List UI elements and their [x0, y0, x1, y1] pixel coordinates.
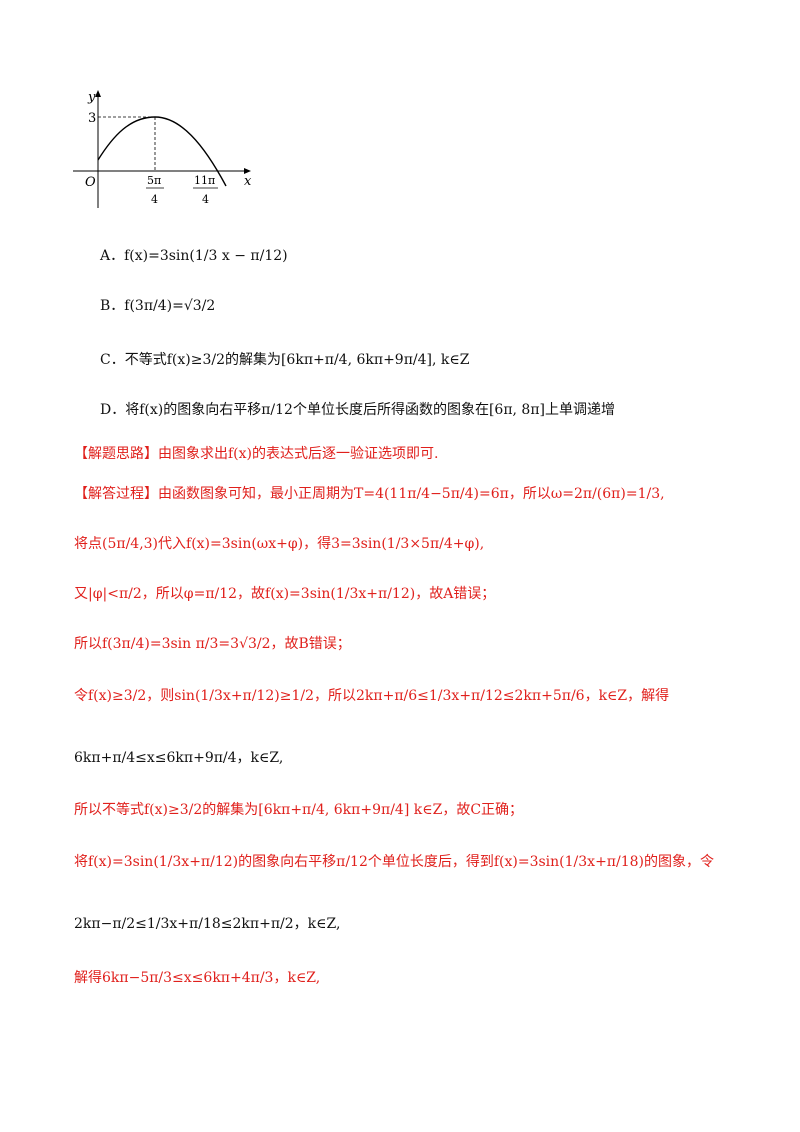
- solution-step-1: 【解答过程】由函数图象可知，最小正周期为T=4(11π/4−5π/4)=6π，所…: [74, 486, 665, 502]
- solution-step-5: 令f(x)≥3/2，则sin(1/3x+π/12)≥1/2，所以2kπ+π/6≤…: [74, 688, 670, 704]
- x-axis-arrow: [244, 168, 251, 174]
- option-d: D．将f(x)的图象向右平移π/12个单位长度后所得函数的图象在[6π, 8π]…: [100, 402, 615, 418]
- svg-text:5π: 5π: [147, 174, 161, 187]
- origin-label: O: [85, 175, 96, 190]
- y-tick-label: 3: [88, 111, 96, 126]
- solution-step-3: 又|φ|<π/2，所以φ=π/12，故f(x)=3sin(1/3x+π/12)，…: [74, 586, 496, 602]
- solution-step-2: 将点(5π/4,3)代入f(x)=3sin(ωx+φ)，得3=3sin(1/3×…: [74, 536, 485, 552]
- svg-text:4: 4: [202, 193, 209, 206]
- solution-idea: 【解题思路】由图象求出f(x)的表达式后逐一验证选项即可.: [74, 446, 439, 462]
- x-tick-2: 11π 4: [193, 174, 218, 206]
- x-axis-label: x: [244, 174, 252, 189]
- solution-step-10: 解得6kπ−5π/3≤x≤6kπ+4π/3，k∈Z,: [74, 970, 321, 986]
- option-c: C．不等式f(x)≥3/2的解集为[6kπ+π/4, 6kπ+9π/4], k∈…: [100, 352, 470, 368]
- option-b: B．f(3π/4)=√3/2: [100, 298, 216, 314]
- solution-step-8: 将f(x)=3sin(1/3x+π/12)的图象向右平移π/12个单位长度后，得…: [74, 854, 714, 870]
- sine-curve: [97, 116, 227, 187]
- sine-graph: y x O 3 5π 4 11π 4: [73, 90, 252, 208]
- y-axis-label: y: [87, 90, 96, 105]
- solution-step-7: 所以不等式f(x)≥3/2的解集为[6kπ+π/4, 6kπ+9π/4] k∈Z…: [74, 802, 524, 818]
- x-tick-1: 5π 4: [146, 174, 164, 206]
- solution-step-6: 6kπ+π/4≤x≤6kπ+9π/4，k∈Z,: [74, 750, 284, 766]
- y-axis-arrow: [95, 90, 101, 97]
- solution-step-9: 2kπ−π/2≤1/3x+π/18≤2kπ+π/2，k∈Z,: [74, 916, 341, 932]
- svg-text:4: 4: [151, 193, 158, 206]
- svg-text:11π: 11π: [194, 174, 215, 187]
- solution-step-4: 所以f(3π/4)=3sin π/3=3√3/2，故B错误；: [74, 636, 351, 652]
- option-a: A．f(x)=3sin(1/3 x − π/12): [100, 248, 288, 264]
